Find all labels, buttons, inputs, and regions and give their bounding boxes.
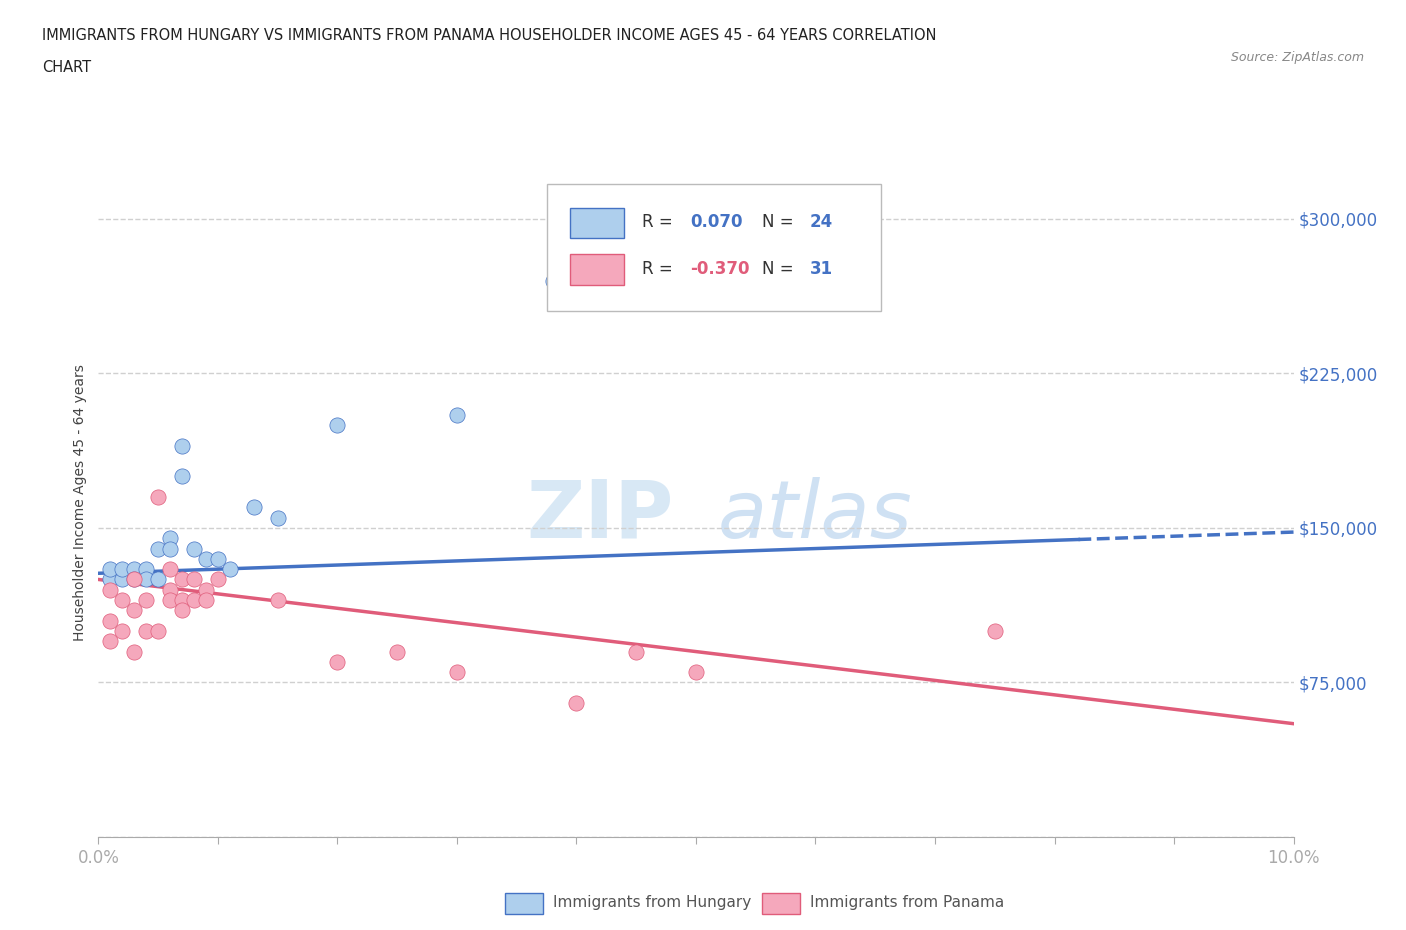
- Point: [148, 489, 170, 504]
- Point: [148, 572, 170, 587]
- Point: [135, 562, 157, 577]
- FancyBboxPatch shape: [571, 255, 624, 285]
- Point: [135, 572, 157, 587]
- FancyBboxPatch shape: [571, 207, 624, 238]
- Point: [267, 511, 290, 525]
- Point: [183, 541, 205, 556]
- Point: [385, 644, 409, 659]
- Text: R =: R =: [643, 213, 678, 232]
- Point: [194, 582, 218, 597]
- Text: ZIP: ZIP: [527, 476, 673, 554]
- Point: [183, 572, 205, 587]
- Point: [624, 644, 647, 659]
- Point: [98, 582, 122, 597]
- FancyBboxPatch shape: [547, 184, 882, 312]
- Point: [194, 592, 218, 607]
- Y-axis label: Householder Income Ages 45 - 64 years: Householder Income Ages 45 - 64 years: [73, 364, 87, 641]
- Point: [983, 623, 1005, 638]
- Point: [172, 572, 194, 587]
- Text: Immigrants from Panama: Immigrants from Panama: [810, 895, 1004, 910]
- Text: Source: ZipAtlas.com: Source: ZipAtlas.com: [1230, 51, 1364, 64]
- Point: [124, 562, 146, 577]
- Text: CHART: CHART: [42, 60, 91, 75]
- Text: N =: N =: [762, 260, 799, 278]
- Point: [111, 592, 134, 607]
- Point: [124, 572, 146, 587]
- Point: [207, 551, 229, 566]
- Point: [159, 531, 181, 546]
- Point: [326, 418, 349, 432]
- Text: N =: N =: [762, 213, 799, 232]
- Point: [172, 469, 194, 484]
- Point: [183, 592, 205, 607]
- Point: [111, 623, 134, 638]
- Point: [159, 582, 181, 597]
- Point: [172, 438, 194, 453]
- Point: [721, 273, 744, 288]
- Point: [111, 572, 134, 587]
- Text: 31: 31: [810, 260, 832, 278]
- Point: [124, 603, 146, 618]
- Point: [243, 500, 266, 515]
- Point: [111, 562, 134, 577]
- Point: [267, 592, 290, 607]
- Point: [148, 541, 170, 556]
- Point: [219, 562, 242, 577]
- Text: -0.370: -0.370: [690, 260, 749, 278]
- Point: [446, 407, 468, 422]
- Point: [98, 613, 122, 628]
- FancyBboxPatch shape: [762, 893, 800, 914]
- Text: Immigrants from Hungary: Immigrants from Hungary: [553, 895, 751, 910]
- Point: [685, 665, 707, 680]
- Point: [98, 572, 122, 587]
- FancyBboxPatch shape: [505, 893, 543, 914]
- Point: [207, 572, 229, 587]
- Point: [565, 696, 588, 711]
- Text: atlas: atlas: [718, 476, 912, 554]
- Point: [135, 623, 157, 638]
- Point: [159, 592, 181, 607]
- Point: [124, 644, 146, 659]
- Text: IMMIGRANTS FROM HUNGARY VS IMMIGRANTS FROM PANAMA HOUSEHOLDER INCOME AGES 45 - 6: IMMIGRANTS FROM HUNGARY VS IMMIGRANTS FR…: [42, 28, 936, 43]
- Point: [135, 592, 157, 607]
- Text: R =: R =: [643, 260, 678, 278]
- Point: [446, 665, 468, 680]
- Point: [172, 603, 194, 618]
- Point: [98, 634, 122, 649]
- Point: [148, 623, 170, 638]
- Point: [172, 592, 194, 607]
- Point: [541, 273, 564, 288]
- Point: [194, 551, 218, 566]
- Point: [124, 572, 146, 587]
- Point: [326, 655, 349, 670]
- Point: [159, 541, 181, 556]
- Text: 24: 24: [810, 213, 832, 232]
- Point: [98, 562, 122, 577]
- Point: [159, 562, 181, 577]
- Text: 0.070: 0.070: [690, 213, 742, 232]
